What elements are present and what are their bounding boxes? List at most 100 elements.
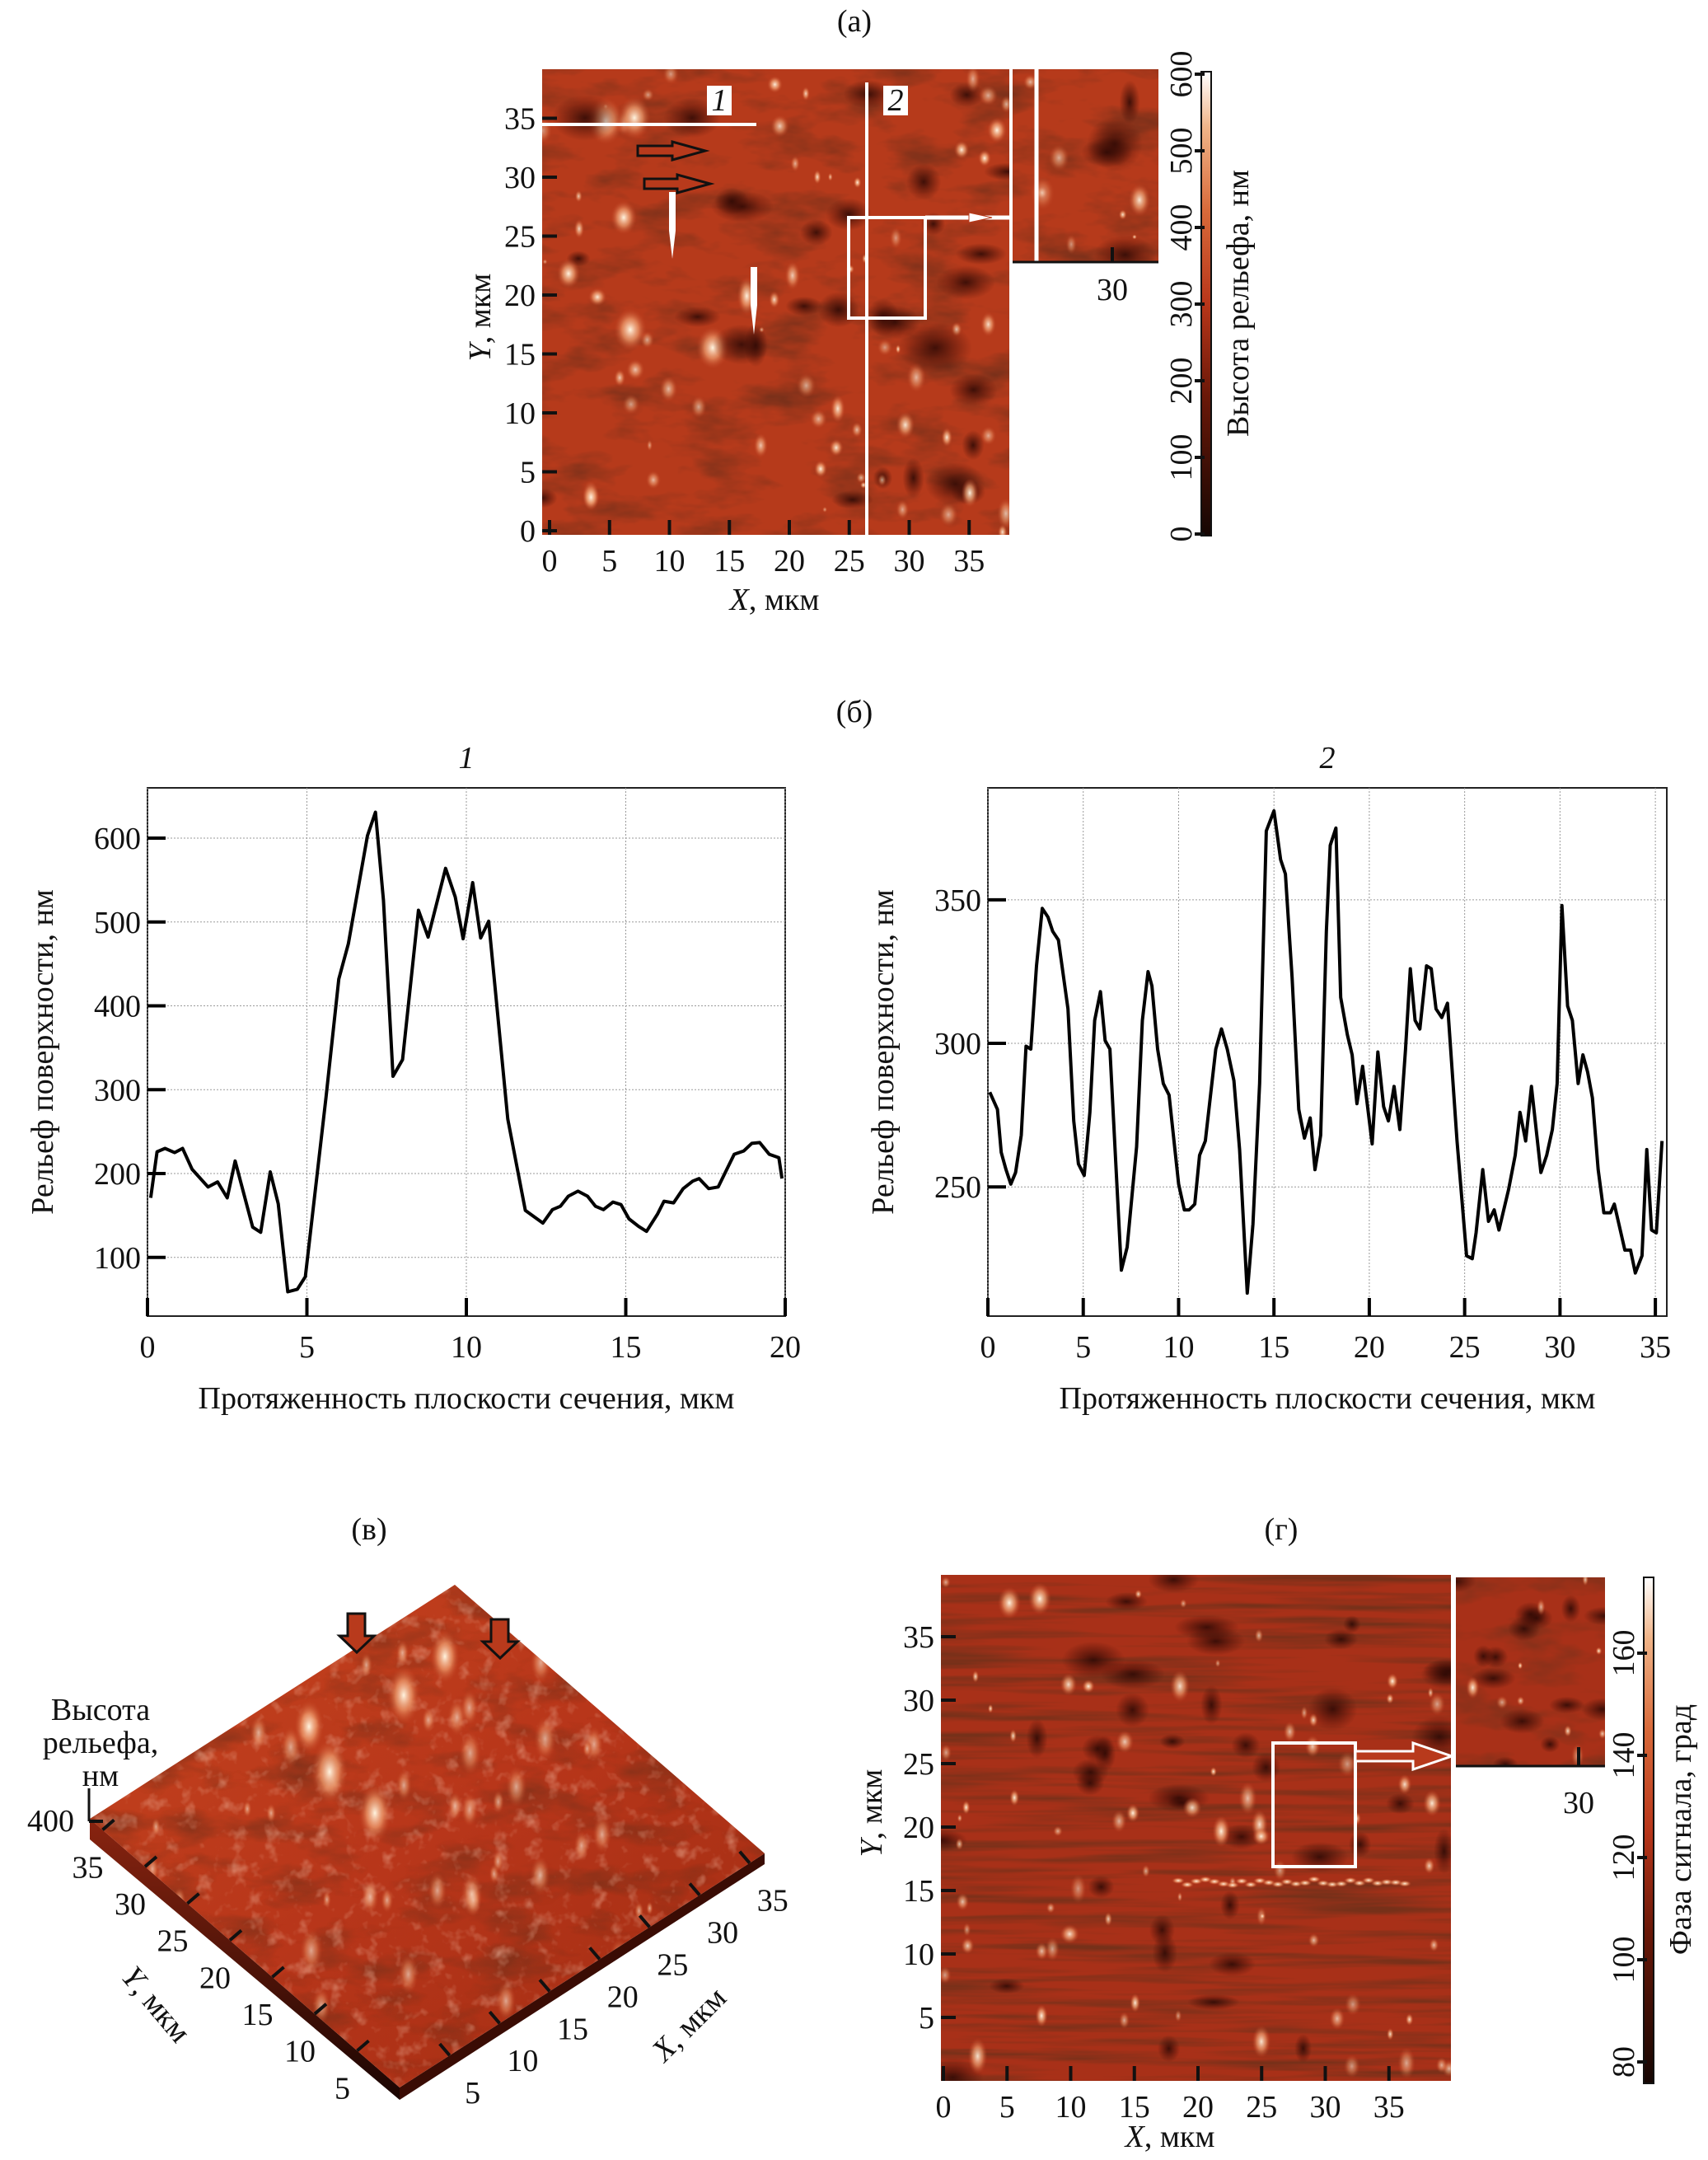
arrow-down-icon — [751, 267, 757, 335]
map-dark-spot — [1157, 2035, 1181, 2063]
map-bright-spot — [1252, 1827, 1270, 1845]
surface-peak — [395, 1769, 412, 1802]
bright-streak — [1172, 1877, 1185, 1884]
y-tick-label: 350 — [934, 883, 981, 918]
map-dark-spot — [1473, 1645, 1494, 1668]
colorbar-tick-label: 600 — [1164, 51, 1199, 98]
x-tick-mark — [638, 1914, 651, 1928]
map-dark-spot — [1174, 1614, 1240, 1640]
map-bright-spot — [1210, 1766, 1217, 1777]
map-bright-spot — [856, 471, 867, 484]
map-dark-spot — [1561, 1595, 1581, 1623]
map-bright-spot — [1405, 2012, 1414, 2026]
map-dark-spot — [674, 306, 721, 328]
surface-peak — [242, 1800, 252, 1818]
map-bright-spot — [1118, 2012, 1130, 2029]
map-bright-spot — [662, 69, 680, 85]
bright-streak — [1226, 1881, 1239, 1889]
surface-peak — [299, 1928, 323, 1974]
y-tick-label: 20 — [903, 1811, 934, 1845]
map-dark-spot — [1231, 1731, 1261, 1759]
map-dark-spot — [1148, 1575, 1200, 1593]
y-tick-label: 25 — [504, 220, 536, 255]
map-dark-spot — [1492, 1756, 1518, 1766]
map-dark-spot — [713, 324, 770, 365]
map-bright-spot — [978, 85, 998, 106]
map-dark-spot — [1186, 1994, 1240, 2011]
map-bright-spot — [1212, 1815, 1230, 1848]
surface-peak — [311, 1739, 348, 1805]
map-bright-spot — [542, 117, 553, 144]
x-tick-label: 10 — [654, 544, 686, 579]
surface-peak — [530, 1855, 550, 1895]
map-bright-spot — [997, 524, 1008, 535]
y-tick-label: 35 — [72, 1850, 103, 1885]
map-dark-spot — [1540, 1736, 1561, 1753]
surface-right-edge — [400, 1853, 765, 2100]
colorbar-tick-label: 100 — [1164, 434, 1199, 481]
map-bright-spot — [1128, 183, 1151, 217]
surface-y-title: Y, мкм — [115, 1960, 198, 2050]
map-bright-spot — [896, 499, 910, 520]
y-tick-label: 100 — [94, 1241, 141, 1276]
map-bright-spot — [573, 218, 585, 239]
map-bright-spot — [659, 376, 678, 402]
map-bright-spot — [961, 478, 979, 508]
x-tick-label: 0 — [140, 1330, 156, 1365]
zoom-region-box — [1271, 1741, 1357, 1868]
map-dark-spot — [1152, 1933, 1178, 1973]
map-bright-spot — [1337, 1750, 1358, 1778]
map-bright-spot — [851, 422, 863, 438]
map-dark-spot — [949, 373, 998, 406]
x-tick-label: 5 — [999, 2090, 1015, 2125]
map-bright-spot — [1009, 1789, 1020, 1806]
y-tick-label: 200 — [94, 1157, 141, 1192]
map-dark-spot — [1470, 1667, 1516, 1689]
map-dark-spot — [1343, 1615, 1361, 1633]
surface-peak — [575, 1596, 593, 1631]
surface-peak — [213, 1687, 231, 1720]
x-axis-title: Протяженность плоскости сечения, мкм — [199, 1381, 735, 1416]
map-bright-spot — [1035, 1942, 1049, 1961]
map-bright-spot — [830, 394, 845, 423]
map-bright-spot — [889, 227, 902, 250]
surface-peak — [151, 1817, 161, 1836]
map-dark-spot — [1115, 1693, 1150, 1727]
map-bright-spot — [1214, 1659, 1221, 1668]
map-bright-spot — [1329, 2007, 1345, 2031]
map-dark-spot — [1583, 1606, 1605, 1626]
map-bright-spot — [1118, 209, 1127, 220]
chart-title: 1 — [459, 741, 475, 775]
surface-peak — [421, 1707, 435, 1733]
map-bright-spot — [1308, 1933, 1320, 1947]
colorbar-tick-label: 100 — [1607, 1937, 1641, 1984]
y-tick-mark — [356, 2039, 370, 2052]
map-bright-spot — [769, 291, 780, 309]
map-bright-spot — [1386, 2027, 1394, 2041]
map-bright-spot — [877, 339, 893, 356]
map-dark-spot — [799, 219, 833, 246]
y-axis-title: Рельеф поверхности, нм — [866, 889, 901, 1215]
map-dark-spot — [542, 488, 558, 508]
map-bright-spot — [1423, 1789, 1441, 1817]
map-bright-spot — [1397, 2047, 1416, 2079]
map-bright-spot — [802, 86, 810, 101]
map-bright-spot — [813, 169, 821, 185]
map-dark-spot — [1308, 1687, 1358, 1731]
surface-peak — [294, 1699, 324, 1754]
map-bright-spot — [997, 498, 1009, 530]
x-tick-label: 25 — [1449, 1330, 1481, 1365]
map-bright-spot — [767, 76, 783, 93]
colorbar-tick-label: 300 — [1164, 281, 1199, 328]
surface-peak — [505, 1765, 527, 1808]
map-bright-spot — [1179, 1599, 1187, 1609]
surface-peak — [530, 1609, 549, 1647]
map-bright-spot — [557, 258, 580, 289]
inset-tick-label: 30 — [1563, 1786, 1594, 1820]
surface-axes: 35 30 25 20 15 10 5 5 10 15 20 25 30 35 — [72, 1818, 788, 2111]
x-tick-label: 20 — [1354, 1330, 1385, 1365]
z-title-line3: нм — [82, 1759, 119, 1793]
colorbar-a-ticks: 0 100 200 300 400 500 600 — [1164, 51, 1205, 542]
map-bright-spot — [1343, 2054, 1360, 2078]
surface-peak — [460, 1689, 479, 1726]
